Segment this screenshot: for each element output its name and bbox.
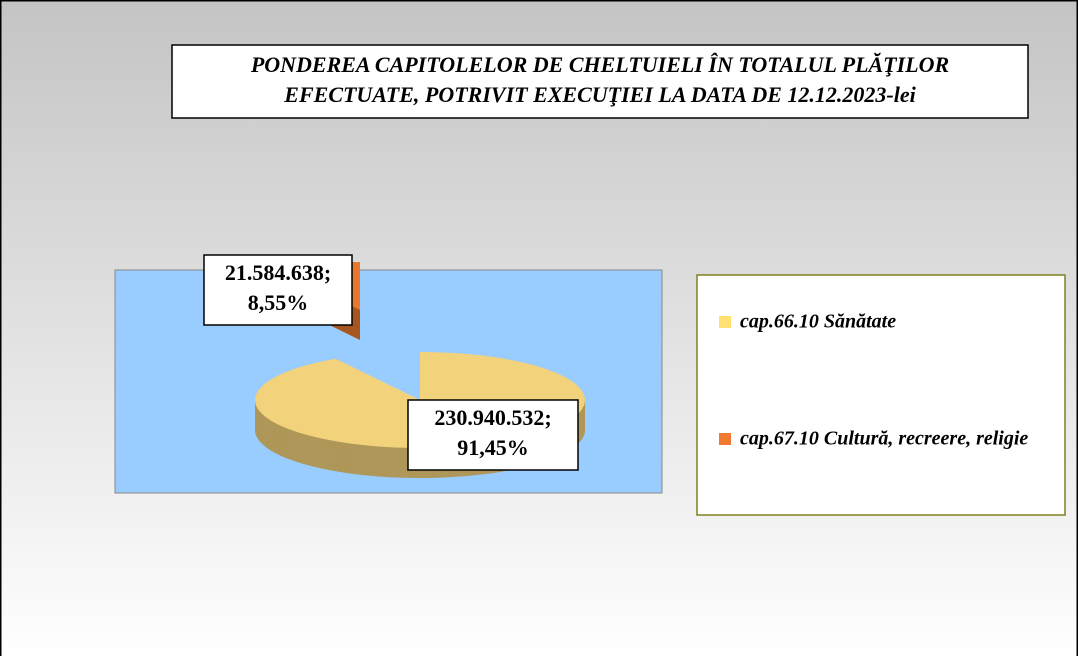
legend-marker <box>719 433 731 445</box>
legend-label: cap.66.10 Sănătate <box>740 311 896 333</box>
data-label: 21.584.638; <box>225 260 331 285</box>
data-label: 8,55% <box>248 290 309 315</box>
legend-label: cap.67.10 Cultură, recreere, religie <box>740 428 1028 450</box>
data-label: 91,45% <box>457 435 529 460</box>
title-box <box>171 44 1029 119</box>
chart-title: PONDEREA CAPITOLELOR DE CHELTUIELI ÎN TO… <box>250 52 949 77</box>
legend <box>696 274 1066 516</box>
data-label: 230.940.532; <box>434 405 551 430</box>
legend-marker <box>719 316 731 328</box>
chart-title: EFECTUATE, POTRIVIT EXECUŢIEI LA DATA DE… <box>283 82 916 107</box>
data-label-box <box>203 254 353 326</box>
data-label-box <box>407 399 579 471</box>
